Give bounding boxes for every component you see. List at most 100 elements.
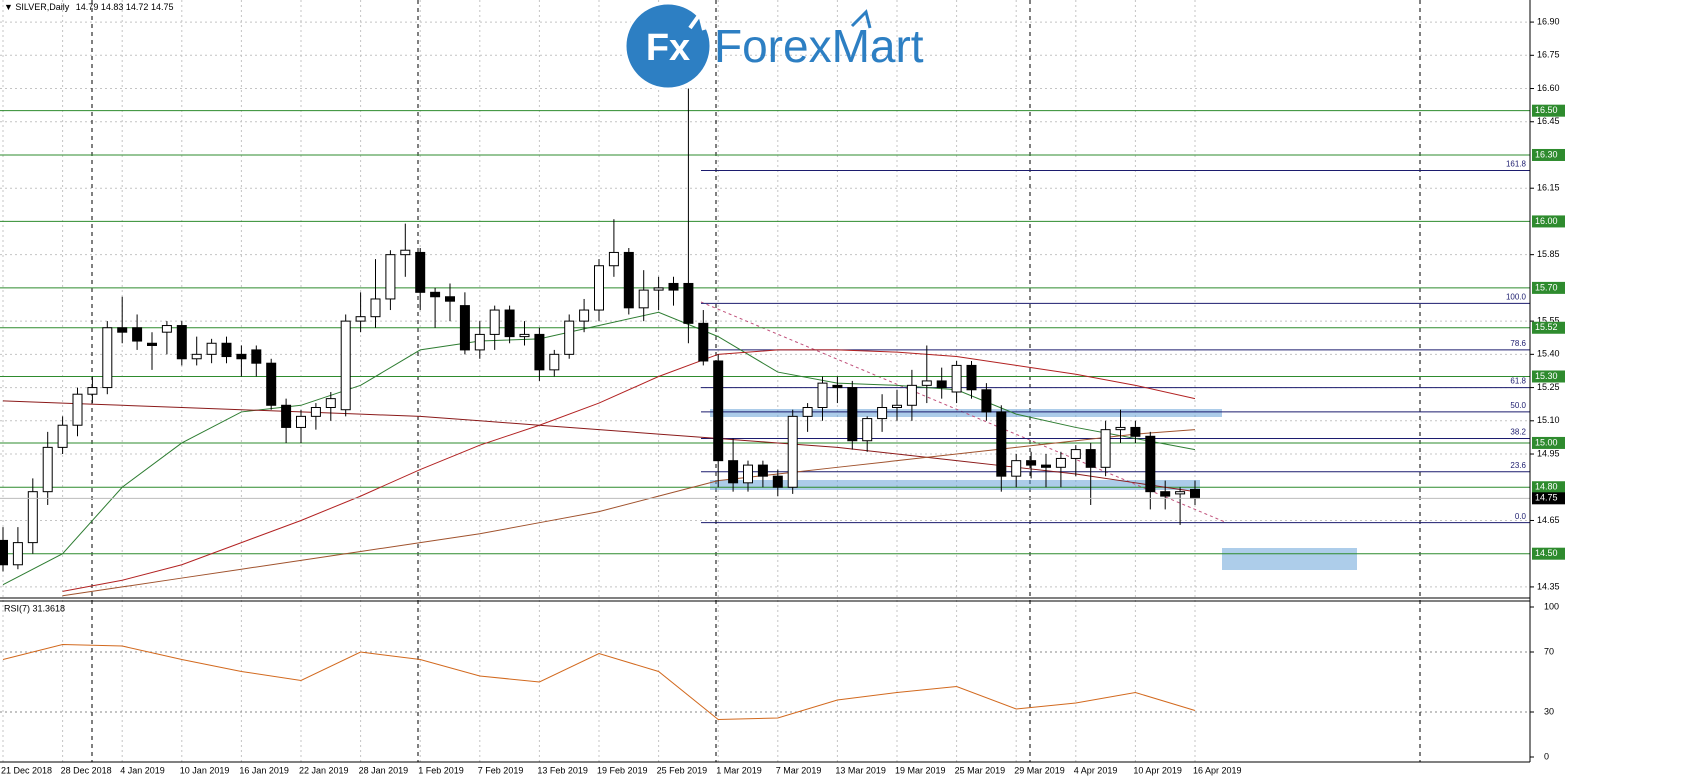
candle-body [117,327,128,333]
candle-body [504,309,515,338]
x-tick-label: 28 Dec 2018 [61,765,112,775]
level-label: 14.80 [1535,482,1558,492]
candle-body [936,380,947,389]
x-tick-label: 16 Jan 2019 [239,765,289,775]
candle-body [549,353,560,371]
x-tick-label: 22 Jan 2019 [299,765,349,775]
candle-body [12,542,23,566]
candle-body [683,282,694,324]
frame [0,0,1531,763]
level-tag [1532,215,1565,228]
rsi-line [2,643,1196,721]
candle-body [1175,491,1186,495]
candle-body [1190,488,1200,499]
candle-body [594,265,604,311]
rsi-label: RSI(7) 31.3618 [4,603,65,613]
candle-body [1041,464,1051,468]
candle-body [489,309,500,335]
candle-body [281,404,292,428]
candle-body [0,539,8,566]
x-tick-label: 1 Feb 2019 [418,765,464,775]
x-tick-label: 19 Feb 2019 [597,765,648,775]
level-label: 16.30 [1535,149,1558,159]
candle-body [1145,435,1156,493]
candle-body [42,446,53,493]
candle-body [370,298,381,318]
y-tick-label: 14.35 [1537,581,1560,591]
y-tick-label: 16.60 [1537,83,1560,93]
level-tag [1532,281,1565,294]
level-tag [1532,104,1565,117]
logo-circle [623,1,713,91]
level-tag [1532,436,1565,449]
candle-body [951,364,962,393]
candle-body [1070,449,1081,459]
menu-arrow: ▼ [4,2,15,12]
candle-body [1130,426,1141,437]
candle-body [921,380,932,386]
x-tick-label: 16 Apr 2019 [1193,765,1242,775]
candle-body [832,384,843,389]
fib-label: 38.2 [1510,428,1526,437]
level-label: 15.52 [1535,322,1558,332]
candle-body [27,491,38,544]
candle-body [772,475,783,488]
open: 14.79 [76,2,99,12]
close: 14.75 [151,2,174,12]
level-label: 14.50 [1535,548,1558,558]
candle-body [579,309,590,322]
candle-body [1160,491,1171,497]
x-tick-label: 7 Feb 2019 [478,765,524,775]
candle-body [206,342,217,355]
low: 14.72 [126,2,149,12]
level-tag [1532,148,1565,161]
plot: 161.8 100.0 78.6 61.8 50.0 38.2 23.6 0.0 [0,88,1530,721]
candle-body [877,407,888,420]
candle-body [847,387,858,442]
candle-body [161,325,172,333]
rsi-tick-label: 30 [1544,706,1554,716]
candle-body [430,291,441,298]
y-tick-label: 16.15 [1537,183,1560,193]
candle-body [87,387,98,395]
candle-body [132,327,143,342]
candle-body [519,333,530,338]
candle-body [906,384,917,406]
candle-body [668,282,679,291]
candle-body [728,460,739,484]
candle-body [459,305,470,351]
period-separators [91,0,1421,762]
candle-body [534,333,545,371]
y-tick-label: 15.85 [1537,249,1560,259]
rsi-tick-label: 0 [1544,751,1549,761]
candle-body [340,320,351,411]
x-tick-label: 25 Feb 2019 [657,765,708,775]
moving-average [2,311,1196,586]
candle-body [251,349,262,364]
y-tick-label: 15.25 [1537,382,1560,392]
candle-body [608,251,619,267]
rsi-tick-label: 100 [1544,601,1559,611]
x-tick-label: 7 Mar 2019 [776,765,822,775]
level-tag [1532,481,1565,494]
candle-body [57,424,68,448]
symbol: SILVER,Daily [15,2,69,12]
logo: Fx ForexMart [623,1,924,91]
x-tick-label: 25 Mar 2019 [955,765,1006,775]
candle-body [981,389,992,413]
y-tick-label: 14.65 [1537,515,1560,525]
candle-body [638,289,649,309]
candle-body [996,411,1007,477]
candle-body [147,342,157,346]
fib-label: 100.0 [1506,293,1527,302]
fib-label: 61.8 [1510,377,1526,386]
candle-body [266,362,277,406]
candle-body [445,296,455,302]
candle-body [385,254,396,300]
candle-body [623,251,634,309]
candle-body [325,398,336,409]
candle-body [355,316,366,322]
last-price-label: 14.75 [1535,493,1558,503]
y-tick-label: 15.40 [1537,349,1560,359]
x-tick-label: 10 Apr 2019 [1133,765,1182,775]
